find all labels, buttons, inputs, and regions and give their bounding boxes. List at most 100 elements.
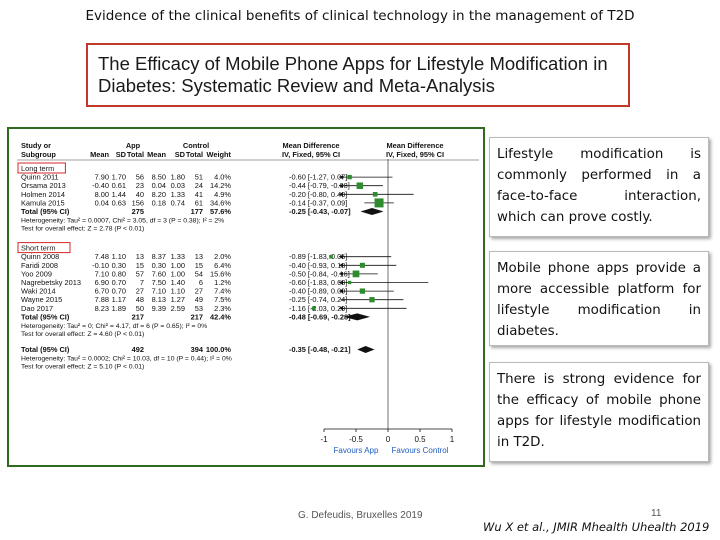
group-2-study-7-marker [311, 306, 316, 311]
group-2-study-7-control-sd: 2.59 [171, 304, 185, 313]
group-2-study-4-app-total: 7 [140, 278, 144, 287]
group-1-study-2-app-mean: -0.40 [92, 181, 109, 190]
group-2-study-5-control-sd: 1.10 [171, 287, 185, 296]
group-1-study-3-app-total: 40 [136, 190, 144, 199]
x-tick-label-2: -0.5 [349, 435, 363, 444]
group-1-study-1-ci: -0.60 [-1.27, 0.07] [289, 173, 347, 182]
group-1-study-3-weight: 4.9% [214, 190, 231, 199]
group-2-study-3-app-sd: 0.80 [112, 269, 126, 278]
group-1-study-4-study: Kamula 2015 [21, 198, 65, 207]
header-iv-fixed: IV, Fixed, 95% CI [282, 150, 340, 159]
group-2-study-6-app-mean: 7.88 [95, 295, 109, 304]
group-2-study-2-control-sd: 1.00 [171, 261, 185, 270]
group-1-label-box [17, 162, 66, 174]
bullet-box-1: Lifestyle modification is commonly perfo… [489, 137, 709, 237]
group-2-study-2-weight: 6.4% [214, 261, 231, 270]
group-2-total-app-total: 217 [132, 312, 144, 321]
group-2-study-4-ci: -0.60 [-1.83, 0.63] [289, 278, 347, 287]
group-2-study-2-marker [359, 262, 365, 268]
citation: Wu X et al., JMIR Mhealth Uhealth 2019 [483, 520, 710, 534]
group-2-study-4-control-mean: 7.50 [152, 278, 166, 287]
group-2-total-control-total: 217 [191, 312, 203, 321]
group-2-study-3-study: Yoo 2009 [21, 269, 52, 278]
group-1-study-4-app-mean: 0.04 [95, 198, 109, 207]
group-2-study-4-app-mean: 6.90 [95, 278, 109, 287]
grand-total-control-total: 394 [191, 345, 204, 354]
grand-overall-effect: Test for overall effect: Z = 5.10 (P < 0… [21, 364, 144, 371]
group-2-study-4-marker [347, 280, 352, 285]
group-2-study-3-control-total: 54 [195, 269, 203, 278]
group-1-study-2-app-sd: 0.61 [112, 181, 126, 190]
group-2-study-1-control-total: 13 [195, 252, 203, 261]
group-1-study-4-marker [374, 198, 384, 208]
group-2-study-6-control-total: 49 [195, 295, 203, 304]
group-2-study-7-app-sd: 1.89 [112, 304, 126, 313]
group-2-study-7-ci: -1.16 [-2.03, 0.29] [289, 304, 347, 313]
group-2-study-6-marker [369, 297, 375, 303]
favours-app-label: Favours App [334, 446, 379, 455]
group-2-study-4-app-sd: 0.70 [112, 278, 126, 287]
group-2-study-5-app-mean: 6.70 [95, 287, 109, 296]
group-2-study-6-app-sd: 1.17 [112, 295, 126, 304]
bullet-box-2: Mobile phone apps provide a more accessi… [489, 251, 709, 346]
x-tick-label-4: 0.5 [414, 435, 426, 444]
group-2-study-6-study: Wayne 2015 [21, 295, 62, 304]
group-2-heterogeneity: Heterogeneity: Tau² = 0; Chi² = 4.17, df… [21, 323, 207, 330]
group-2-study-5-marker [359, 288, 366, 294]
group-2-study-1-app-mean: 7.48 [95, 252, 109, 261]
group-1-heterogeneity: Heterogeneity: Tau² = 0.0007, Chi² = 3.0… [21, 218, 224, 225]
group-1-study-1-marker [347, 174, 352, 180]
group-1-overall-effect: Test for overall effect: Z = 2.78 (P < 0… [21, 226, 144, 233]
paper-title-line-1: The Efficacy of Mobile Phone Apps for Li… [98, 53, 608, 74]
group-1-study-2-ci: -0.44 [-0.79, -0.08] [289, 181, 350, 190]
header-app-mean: Mean [90, 150, 109, 159]
group-1-study-2-control-total: 24 [195, 181, 203, 190]
group-2-study-2-ci: -0.40 [-0.93, 0.13] [289, 261, 347, 270]
group-2-study-1-marker [329, 254, 333, 259]
group-1-study-2-control-sd: 0.03 [171, 181, 185, 190]
header-mean-difference-plot: Mean Difference [386, 141, 443, 150]
group-2-study-1-app-total: 13 [136, 252, 144, 261]
group-2-study-5-app-sd: 0.70 [112, 287, 126, 296]
footer-author: G. Defeudis, Bruxelles 2019 [298, 510, 423, 521]
group-2-study-1-ci-arrow [339, 254, 343, 259]
slide-title: Evidence of the clinical benefits of cli… [85, 8, 635, 24]
group-2-study-5-ci-arrow [339, 289, 343, 294]
group-2-study-4-control-total: 6 [199, 278, 203, 287]
group-1-study-1-app-mean: 7.90 [95, 173, 109, 182]
paper-title-line-2: Diabetes: Systematic Review and Meta-Ana… [98, 75, 495, 96]
group-1-study-2-marker [356, 182, 364, 189]
group-2-study-2-app-total: 15 [136, 261, 144, 270]
grand-heterogeneity: Heterogeneity: Tau² = 0.0002; Chi² = 10.… [21, 356, 232, 363]
header-control: Control [183, 141, 209, 150]
group-1-study-4-control-total: 61 [195, 198, 203, 207]
group-2-study-5-study: Waki 2014 [21, 287, 56, 296]
group-2-study-2-control-mean: 0.30 [152, 261, 166, 270]
header-control-mean: Mean [147, 150, 166, 159]
group-2-study-1-app-sd: 1.10 [112, 252, 126, 261]
header-app-total: Total [127, 150, 144, 159]
group-2-label: Short term [21, 244, 56, 253]
group-2-study-1-control-sd: 1.33 [171, 252, 185, 261]
group-2-study-7-control-total: 53 [195, 304, 203, 313]
group-2-study-3-marker [352, 270, 360, 278]
group-2-study-6-control-mean: 8.13 [152, 295, 166, 304]
bullet-text-3: There is strong evidence for the efficac… [497, 372, 701, 450]
group-2-total-diamond [343, 313, 371, 321]
group-1-study-3-app-sd: 1.44 [112, 190, 126, 199]
group-2-study-3-ci: -0.50 [-0.84, -0.16] [289, 269, 350, 278]
group-2-total-label: Total (95% CI) [21, 312, 70, 321]
grand-total-label: Total (95% CI) [21, 345, 70, 354]
header-app: App [126, 141, 141, 150]
group-1-study-4-app-sd: 0.63 [112, 198, 126, 207]
group-2-study-4-study: Nagrebetsky 2013 [21, 278, 81, 287]
group-2-study-1-weight: 2.0% [214, 252, 231, 261]
header-mean-difference: Mean Difference [282, 141, 339, 150]
header-control-total: Total [186, 150, 203, 159]
group-2-study-6-ci: -0.25 [-0.74, 0.24] [289, 295, 347, 304]
group-2-study-4-ci-arrow [339, 280, 343, 285]
group-2-study-7-ci-arrow [339, 306, 343, 311]
group-2-study-1-ci: -0.89 [-1.83, 0.05] [289, 252, 347, 261]
group-2-study-3-weight: 15.6% [210, 269, 231, 278]
